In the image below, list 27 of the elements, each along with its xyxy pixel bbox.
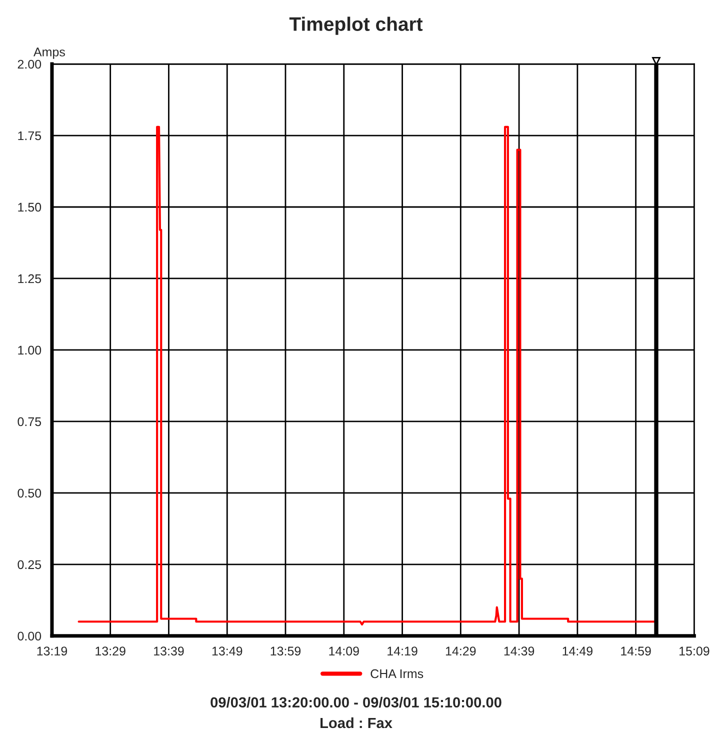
x-tick-label: 14:19 bbox=[388, 646, 418, 656]
x-tick-label: 14:29 bbox=[446, 646, 476, 656]
x-tick-label: 14:09 bbox=[329, 646, 359, 656]
x-tick-label: 13:39 bbox=[154, 646, 184, 656]
y-tick-label: 1.50 bbox=[18, 202, 42, 212]
y-tick-label: 1.75 bbox=[18, 131, 42, 140]
y-tick-label: 1.25 bbox=[18, 274, 42, 284]
x-tick-label: 13:59 bbox=[270, 646, 301, 656]
y-tick-label: 1.00 bbox=[18, 346, 42, 355]
x-tick-label: 14:59 bbox=[621, 646, 651, 656]
x-tick-label: 15:09 bbox=[680, 646, 710, 656]
y-tick-label: 0.00 bbox=[18, 632, 42, 641]
line-series bbox=[78, 126, 656, 626]
x-tick-label: 13:19 bbox=[37, 646, 68, 656]
y-tick-label: 0.75 bbox=[18, 417, 42, 426]
y-axis-title: Amps bbox=[33, 48, 65, 59]
text: Load : Fax bbox=[320, 717, 392, 728]
y-tick-label: 0.25 bbox=[18, 560, 42, 570]
x-tick-label: 13:49 bbox=[212, 646, 242, 656]
chart-title: Timeplot chart bbox=[289, 16, 423, 35]
y-tick-label: 2.00 bbox=[18, 60, 42, 69]
x-tick-label: 14:49 bbox=[562, 646, 592, 656]
text: 09/03/01 13:20:00.00 - 09/03/01 15:10:00.00 bbox=[210, 696, 502, 708]
x-tick-label: 14:39 bbox=[504, 646, 534, 656]
legend-label: CHA Irms bbox=[370, 669, 424, 678]
x-tick-label: 13:29 bbox=[96, 646, 126, 656]
y-tick-label: 0.50 bbox=[18, 488, 42, 498]
